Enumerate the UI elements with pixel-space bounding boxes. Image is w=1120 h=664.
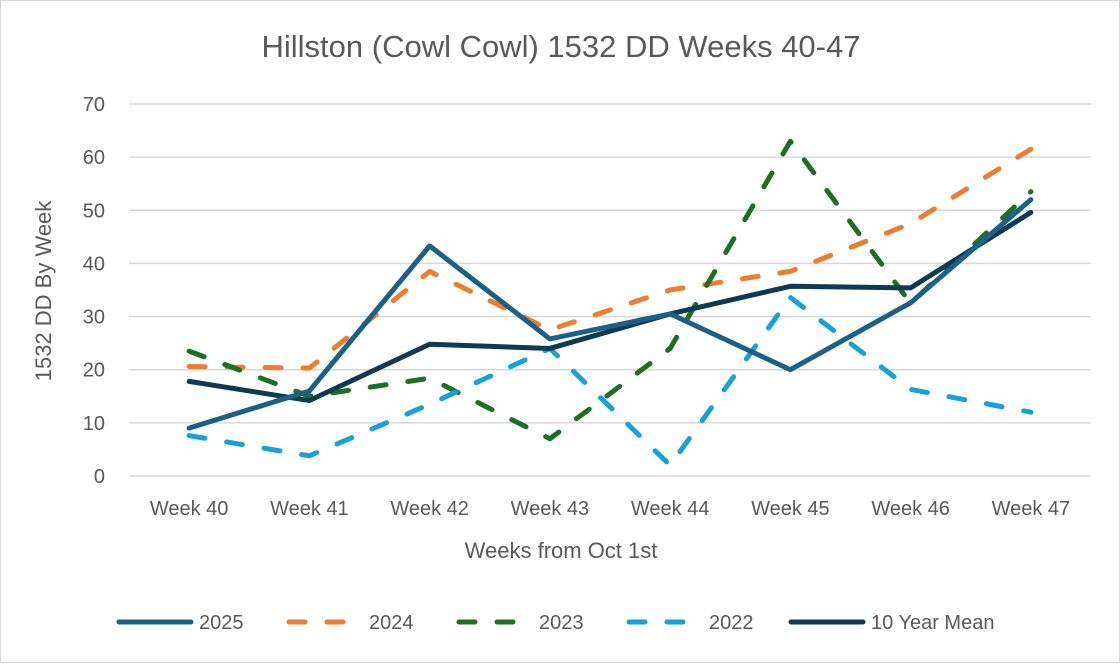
legend-item: 2024 — [289, 612, 414, 634]
y-tick-label: 20 — [83, 360, 105, 382]
y-tick-label: 0 — [94, 466, 105, 488]
y-tick-label: 50 — [83, 200, 105, 222]
legend-label: 2025 — [199, 612, 244, 634]
y-tick-label: 30 — [83, 307, 105, 329]
y-tick-label: 40 — [83, 253, 105, 275]
x-axis-label: Weeks from Oct 1st — [465, 538, 658, 563]
y-tick-label: 70 — [83, 94, 105, 116]
legend: 2025 2024 2023 2022 10 Year Mean — [119, 612, 994, 634]
legend-label: 10 Year Mean — [871, 612, 994, 634]
chart-title: Hillston (Cowl Cowl) 1532 DD Weeks 40-47 — [262, 29, 861, 64]
x-tick-label: Week 40 — [150, 498, 229, 520]
x-tick-labels: Week 40 Week 41 Week 42 Week 43 Week 44 Week … — [150, 498, 1070, 520]
x-tick-label: Week 45 — [751, 498, 830, 520]
y-axis-label: 1532 DD By Week — [31, 200, 56, 382]
x-tick-label: Week 44 — [631, 498, 710, 520]
x-tick-label: Week 43 — [511, 498, 590, 520]
legend-item: 2025 — [119, 612, 244, 634]
gridlines — [129, 104, 1091, 476]
x-tick-label: Week 46 — [871, 498, 950, 520]
legend-label: 2024 — [369, 612, 414, 634]
series-lines — [189, 141, 1031, 465]
series-line-2024 — [189, 149, 1031, 368]
x-tick-label: Week 42 — [390, 498, 469, 520]
x-tick-label: Week 47 — [992, 498, 1071, 520]
x-tick-label: Week 41 — [270, 498, 349, 520]
legend-item: 2023 — [459, 612, 584, 634]
y-tick-label: 60 — [83, 147, 105, 169]
y-tick-labels: 0 10 20 30 40 50 60 70 — [83, 94, 105, 488]
y-tick-label: 10 — [83, 413, 105, 435]
legend-item: 2022 — [629, 612, 754, 634]
legend-item: 10 Year Mean — [791, 612, 994, 634]
legend-label: 2022 — [709, 612, 754, 634]
legend-label: 2023 — [539, 612, 584, 634]
